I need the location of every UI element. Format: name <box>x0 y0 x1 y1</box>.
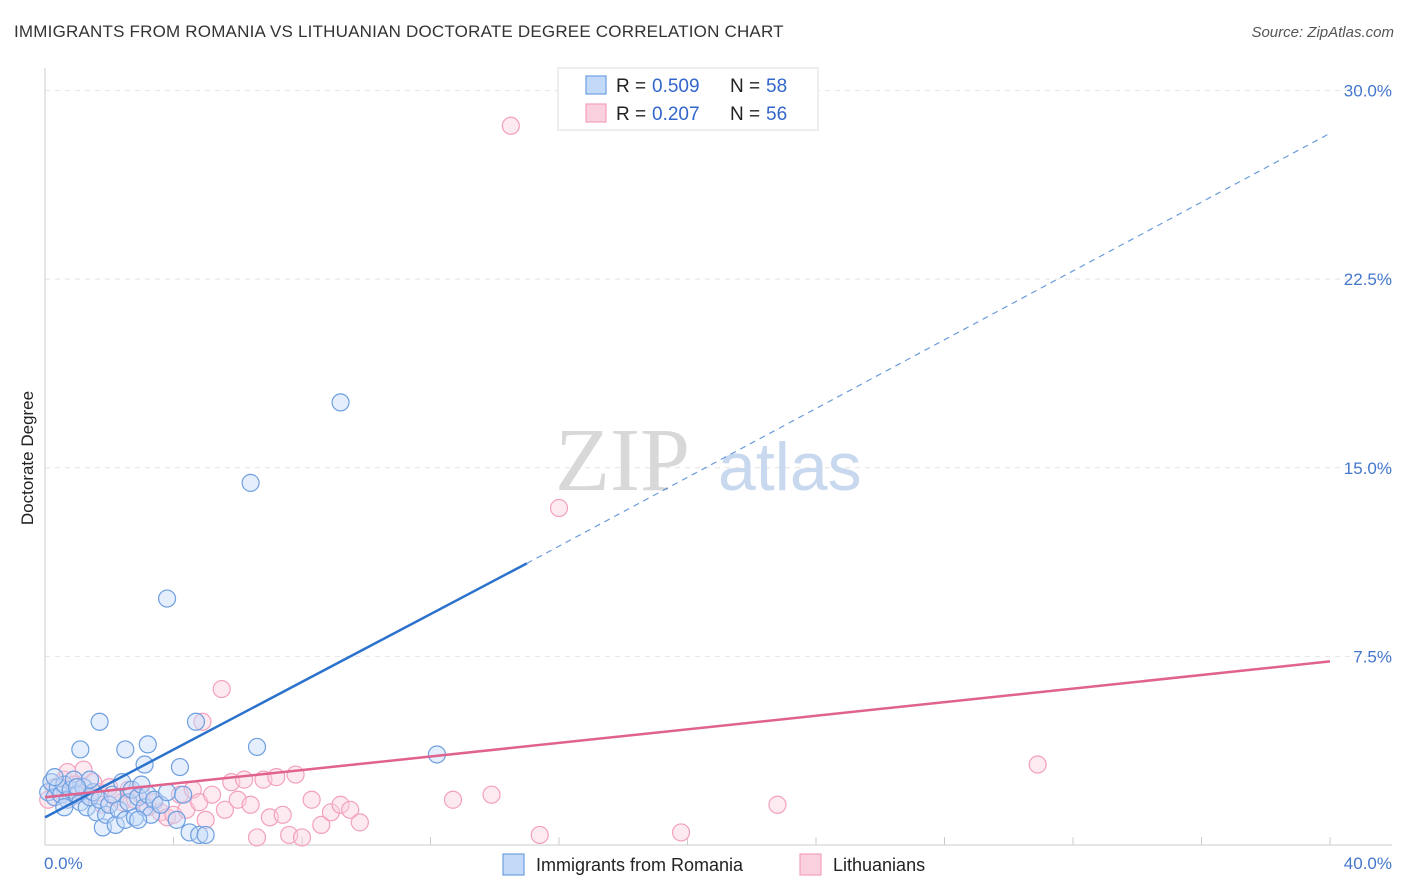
romania-point-54 <box>129 810 148 829</box>
watermark-atlas: atlas <box>718 429 862 505</box>
romania-point-21 <box>106 815 125 834</box>
romania-point-47 <box>247 737 267 757</box>
lithuanians-point-44 <box>312 815 331 834</box>
y-tick-label-2: 22.5% <box>1344 270 1392 289</box>
source-label: Source: ZipAtlas.com <box>1251 24 1394 41</box>
lithuanians-point-41 <box>286 765 305 784</box>
lithuanians-point-57 <box>549 498 569 518</box>
watermark: ZIP atlas <box>555 411 862 510</box>
x-tick-label-min: 0.0% <box>44 854 83 873</box>
y-tick-label-1: 15.0% <box>1344 459 1392 478</box>
romania-point-35 <box>157 783 177 802</box>
romania-point-44 <box>138 735 157 754</box>
romania-point-55 <box>196 825 215 845</box>
romania-point-49 <box>157 589 177 608</box>
legend-r-value-2: 0.207 <box>652 104 700 125</box>
lithuanians-point-30 <box>215 800 234 819</box>
lithuanians-point-42 <box>292 828 312 847</box>
romania-point-51 <box>331 393 350 412</box>
romania-trend-extension <box>526 132 1331 564</box>
romania-point-56 <box>45 768 64 787</box>
lithuanians-point-43 <box>302 790 321 809</box>
lithuanians-point-33 <box>235 770 254 789</box>
bottom-legend-label-lithuanians: Lithuanians <box>833 855 925 875</box>
lithuanians-point-47 <box>341 800 360 819</box>
bottom-legend-swatch-lithuanians <box>799 853 822 876</box>
trend-lines <box>44 132 1331 819</box>
grid-lines <box>45 90 1392 657</box>
lithuanians-point-52 <box>671 823 691 842</box>
lithuanians-point-49 <box>443 790 463 809</box>
legend-r-value-1: 0.509 <box>652 76 700 97</box>
lithuanians-point-55 <box>212 679 231 699</box>
lithuanians-point-50 <box>482 785 501 804</box>
lithuanians-point-56 <box>193 712 212 731</box>
series-romania-points <box>39 393 447 845</box>
romania-point-19 <box>100 795 119 814</box>
watermark-zip: ZIP <box>555 411 690 510</box>
lithuanians-point-34 <box>241 795 260 814</box>
romania-point-39 <box>190 825 209 845</box>
lithuanians-point-48 <box>350 813 369 832</box>
lithuanians-point-58 <box>501 116 520 135</box>
lithuanians-point-45 <box>321 803 341 822</box>
legend-swatch-romania <box>585 75 607 95</box>
romania-point-37 <box>174 785 193 804</box>
romania-point-40 <box>71 740 90 759</box>
y-tick-label-0: 7.5% <box>1353 647 1392 666</box>
chart-title: IMMIGRANTS FROM ROMANIA VS LITHUANIAN DO… <box>14 22 784 41</box>
series-lithuanians-points <box>39 116 1047 847</box>
romania-trend-line <box>44 562 528 819</box>
lithuanians-point-46 <box>331 795 350 814</box>
stats-legend: R = 0.509 N = 58 R = 0.207 N = 56 <box>557 67 819 131</box>
romania-point-36 <box>167 810 186 829</box>
lithuanians-trend-line <box>44 660 1331 799</box>
lithuanians-point-29 <box>202 785 222 804</box>
romania-point-22 <box>109 800 128 819</box>
lithuanians-point-28 <box>196 810 215 829</box>
lithuanians-point-39 <box>273 805 292 824</box>
romania-point-41 <box>90 712 109 731</box>
romania-point-29 <box>132 775 151 794</box>
y-axis-label: Doctorate Degree <box>18 391 37 525</box>
romania-point-50 <box>241 473 260 492</box>
bottom-legend-label-romania: Immigrants from Romania <box>536 855 744 875</box>
tick-labels: 7.5% 15.0% 22.5% 30.0% 0.0% 40.0% <box>44 82 1392 873</box>
bottom-legend: Immigrants from Romania Lithuanians <box>502 853 925 876</box>
lithuanians-point-53 <box>768 795 787 814</box>
romania-point-42 <box>116 740 135 759</box>
romania-point-46 <box>186 712 206 731</box>
legend-n-value-1: 58 <box>766 76 787 97</box>
axes <box>44 68 1392 846</box>
legend-n-value-2: 56 <box>766 104 787 125</box>
bottom-legend-swatch-romania <box>502 853 525 876</box>
romania-point-45 <box>170 757 190 777</box>
romania-point-57 <box>68 778 87 797</box>
y-tick-label-3: 30.0% <box>1344 82 1392 101</box>
legend-swatch-lithuanians <box>585 103 607 123</box>
lithuanians-point-51 <box>530 825 549 845</box>
lithuanians-point-35 <box>247 828 267 847</box>
lithuanians-point-54 <box>1028 755 1047 774</box>
legend-n-label-2: N = <box>730 104 760 125</box>
legend-r-label-2: R = <box>616 104 646 125</box>
legend-n-label-1: N = <box>730 76 760 97</box>
x-tick-label-max: 40.0% <box>1344 854 1392 873</box>
legend-r-label-1: R = <box>616 76 646 97</box>
